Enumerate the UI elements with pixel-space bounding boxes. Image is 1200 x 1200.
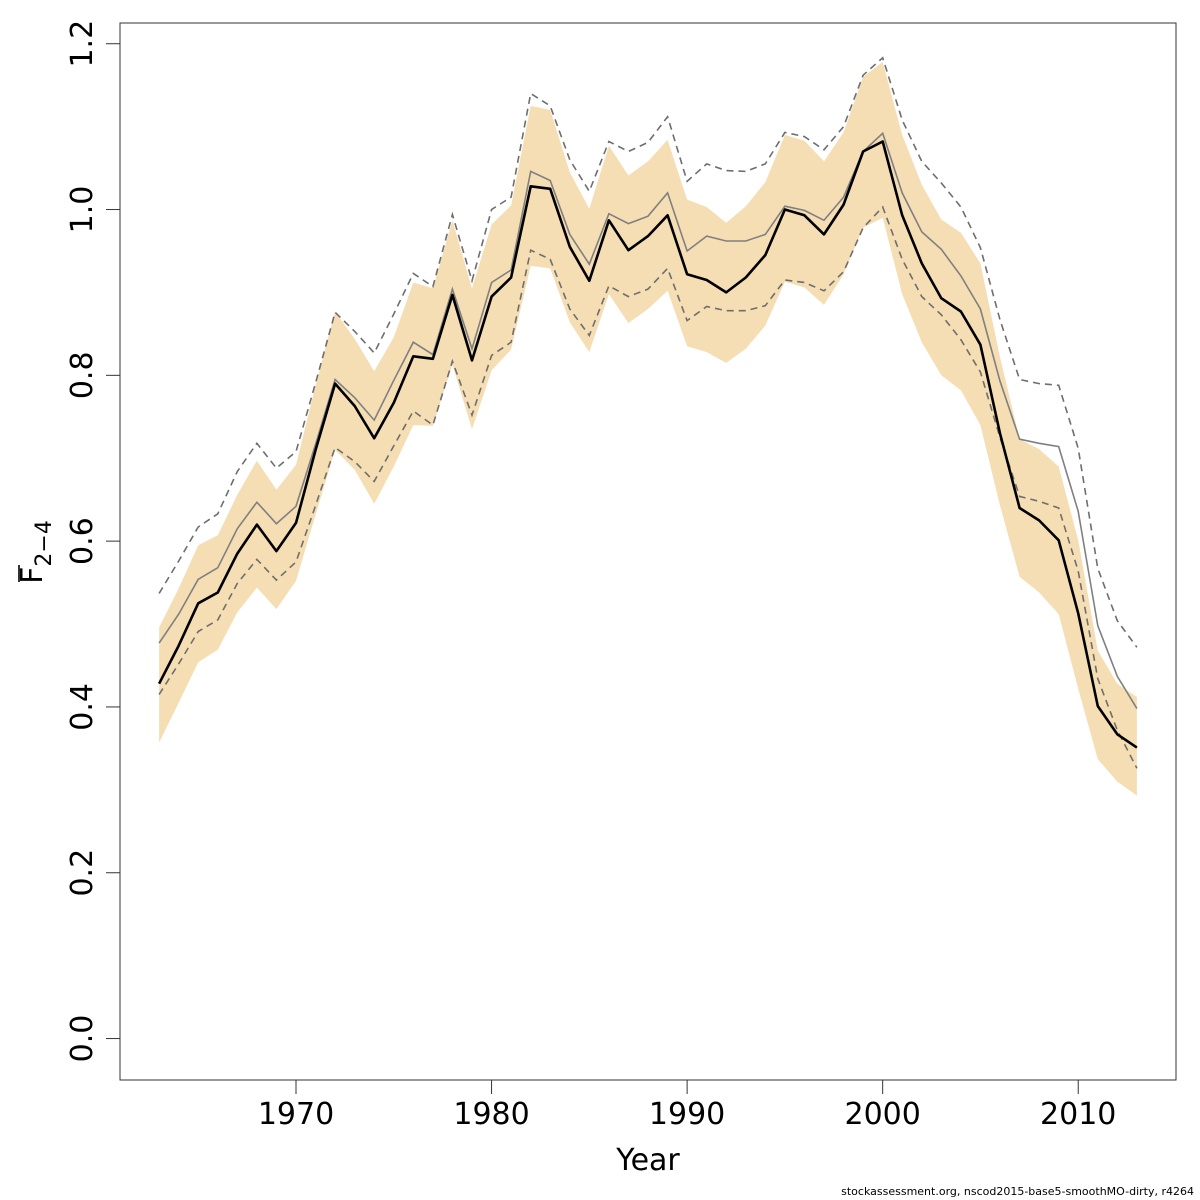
y-axis-label-subscript: 2−4 xyxy=(32,520,57,566)
y-tick-label: 0.6 xyxy=(65,517,100,565)
x-tick-label: 2010 xyxy=(1040,1097,1116,1132)
y-tick-label: 0.4 xyxy=(65,683,100,731)
estimate-line xyxy=(157,140,1138,749)
plot-area xyxy=(157,56,1138,796)
y-axis: 0.0 0.2 0.4 0.6 0.8 1.0 1.2 xyxy=(65,20,121,1063)
x-tick-label: 1980 xyxy=(453,1097,529,1132)
comparison-lower-ci-line xyxy=(158,205,1138,769)
comparison-upper-ci-line xyxy=(158,56,1138,648)
x-axis: 1970 1980 1990 2000 2010 xyxy=(258,1079,1116,1132)
x-tick-label: 1970 xyxy=(258,1097,334,1132)
y-tick-label: 0.0 xyxy=(65,1015,100,1063)
confidence-band xyxy=(159,62,1137,796)
y-tick-label: 0.2 xyxy=(65,849,100,897)
x-tick-label: 1990 xyxy=(649,1097,725,1132)
y-axis-label-main: F xyxy=(15,567,50,584)
x-axis-label: Year xyxy=(615,1143,680,1178)
y-tick-label: 0.8 xyxy=(65,351,100,399)
y-tick-label: 1.2 xyxy=(65,20,100,68)
footer-note: stockassessment.org, nscod2015-base5-smo… xyxy=(841,1185,1194,1198)
svg-text:F2−4: F2−4 xyxy=(15,520,57,584)
y-tick-label: 1.0 xyxy=(65,186,100,234)
y-axis-label: F2−4 xyxy=(15,520,57,584)
x-tick-label: 2000 xyxy=(844,1097,920,1132)
comparison-line xyxy=(158,131,1138,710)
